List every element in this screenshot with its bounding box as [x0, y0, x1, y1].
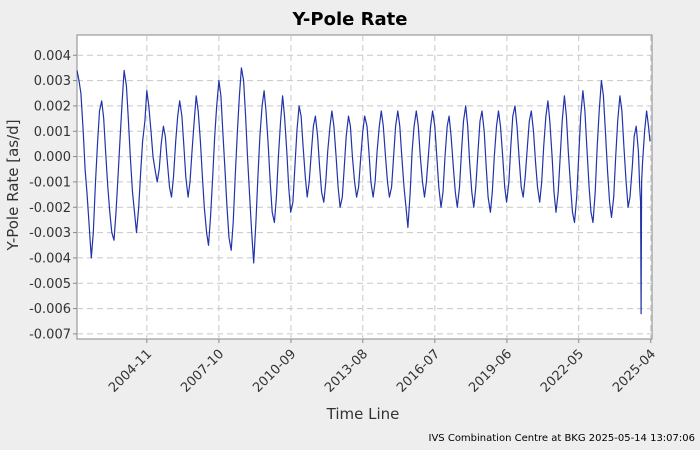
chart-title: Y-Pole Rate [292, 9, 408, 30]
footer-credit: IVS Combination Centre at BKG 2025-05-14… [429, 433, 695, 444]
plot-area [76, 34, 653, 340]
x-tick-label: 2013-08 [322, 347, 371, 396]
y-tick-label: 0.001 [34, 125, 71, 140]
x-axis-label: Time Line [326, 405, 400, 423]
y-tick-label: -0.005 [29, 277, 71, 292]
x-tick-label: 2025-04 [610, 347, 659, 396]
x-tick-label: 2022-05 [538, 347, 587, 396]
x-tick-label: 2016-07 [394, 347, 443, 396]
y-tick-label: 0.000 [34, 150, 71, 165]
series-group [76, 67, 651, 315]
y-tick-label: -0.006 [29, 302, 71, 317]
y-axis-label: Y-Pole Rate [as/d] [4, 119, 22, 251]
x-tick-label: 2007-10 [178, 347, 227, 396]
x-tick-label: 2019-06 [466, 347, 515, 396]
y-tick-label: -0.002 [29, 201, 71, 216]
y-tick-label: -0.007 [29, 327, 71, 342]
y-axis: 0.004 0.003 0.002 0.001 0.000 -0.001 -0.002 -0.… [29, 49, 77, 342]
y-tick-label: -0.001 [29, 175, 71, 190]
y-tick-label: 0.002 [34, 99, 71, 114]
x-tick-label: 2010-09 [250, 347, 299, 396]
x-tick-label: 2004-11 [106, 347, 155, 396]
y-tick-label: 0.004 [34, 49, 71, 64]
y-tick-label: -0.004 [29, 251, 71, 266]
y-tick-label: 0.003 [34, 74, 71, 89]
x-axis: 2004-11 2007-10 2010-09 2013-08 2016-07 2019-… [106, 339, 659, 396]
y-tick-label: -0.003 [29, 226, 71, 241]
series-line [76, 67, 651, 315]
